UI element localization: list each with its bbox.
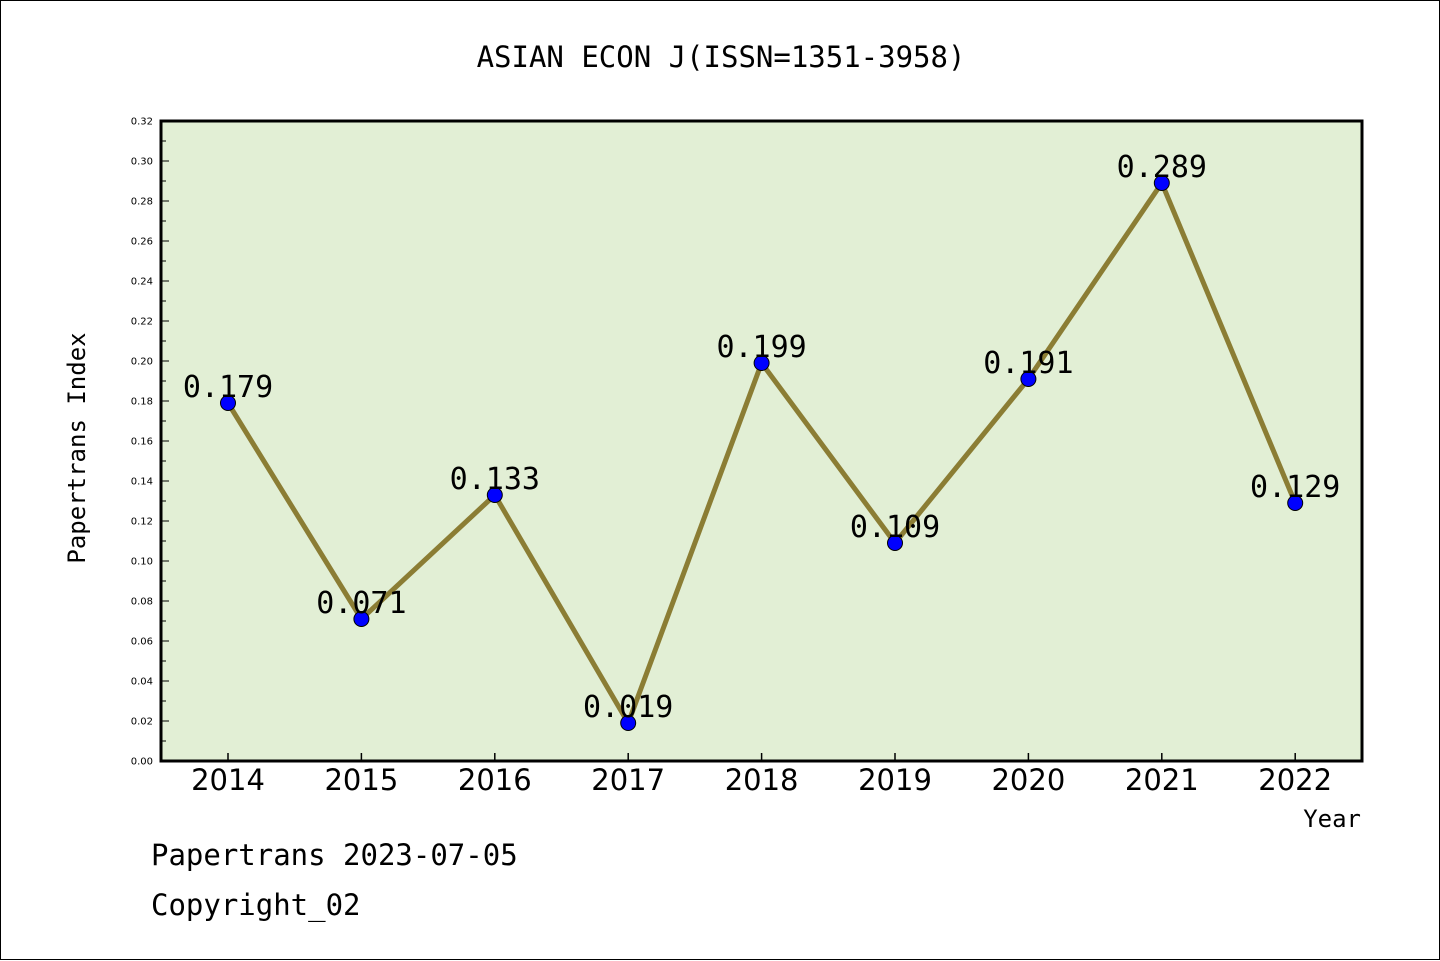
y-tick-label: 0.00 (131, 757, 153, 768)
data-labels: 0.179 0.071 0.133 0.019 0.199 0.109 0.191 0.289… (183, 150, 1341, 725)
data-point (620, 715, 637, 731)
x-axis: 2014 2015 2016 2017 2018 2019 2020 2021 2022 (191, 753, 1332, 797)
y-tick-label: 0.30 (131, 157, 153, 168)
data-point (1153, 175, 1170, 191)
data-point (1020, 371, 1037, 387)
data-point (887, 535, 903, 551)
y-tick-label: 0.22 (131, 317, 153, 328)
x-tick-label: 2022 (1258, 763, 1332, 797)
data-label: 0.191 (983, 346, 1073, 381)
y-tick-label: 0.32 (131, 117, 153, 128)
x-axis-label: Year (1303, 805, 1361, 833)
y-tick-label: 0.16 (131, 437, 153, 448)
data-label: 0.129 (1250, 470, 1340, 505)
x-tick-label: 2021 (1125, 763, 1199, 797)
x-tick-label: 2018 (725, 763, 799, 797)
y-tick-label: 0.02 (131, 717, 153, 728)
data-point (486, 487, 503, 503)
data-point (220, 395, 236, 411)
y-tick-label: 0.08 (131, 597, 153, 608)
data-point (1287, 495, 1304, 511)
y-axis-label: Papertrans Index (63, 332, 91, 563)
x-tick-label: 2016 (458, 763, 532, 797)
chart-title: ASIAN ECON J(ISSN=1351-3958) (477, 40, 966, 74)
data-label: 0.019 (583, 690, 673, 725)
data-point (353, 611, 370, 627)
x-tick-label: 2020 (991, 763, 1065, 797)
data-label: 0.071 (316, 586, 406, 621)
data-label: 0.289 (1117, 150, 1207, 185)
x-tick-label: 2014 (191, 763, 265, 797)
x-tick-label: 2017 (591, 763, 665, 797)
y-tick-label: 0.04 (131, 677, 153, 688)
y-tick-label: 0.28 (131, 197, 153, 208)
footer-copyright: Copyright_02 (151, 888, 361, 923)
plot-frame (159, 119, 1364, 763)
plot-area (161, 121, 1362, 761)
y-tick-label: 0.06 (131, 637, 153, 648)
data-point (753, 355, 770, 371)
y-tick-label: 0.10 (131, 557, 153, 568)
y-tick-label: 0.26 (131, 237, 153, 248)
data-label: 0.179 (183, 370, 273, 405)
y-axis: 0.00 0.02 0.04 0.06 0.08 0.10 0.12 0.14 0.16 0.18… (131, 117, 169, 768)
y-tick-label: 0.20 (131, 357, 153, 368)
x-tick-label: 2019 (858, 763, 932, 797)
data-label: 0.109 (850, 510, 940, 545)
y-tick-label: 0.18 (131, 397, 153, 408)
y-tick-label: 0.24 (131, 277, 153, 288)
x-tick-label: 2015 (324, 763, 398, 797)
data-label: 0.199 (716, 330, 806, 365)
data-points (220, 175, 1304, 731)
y-tick-label: 0.14 (131, 477, 153, 488)
y-tick-label: 0.12 (131, 517, 153, 528)
footer-date: Papertrans 2023-07-05 (151, 838, 518, 872)
data-label: 0.133 (450, 462, 540, 497)
